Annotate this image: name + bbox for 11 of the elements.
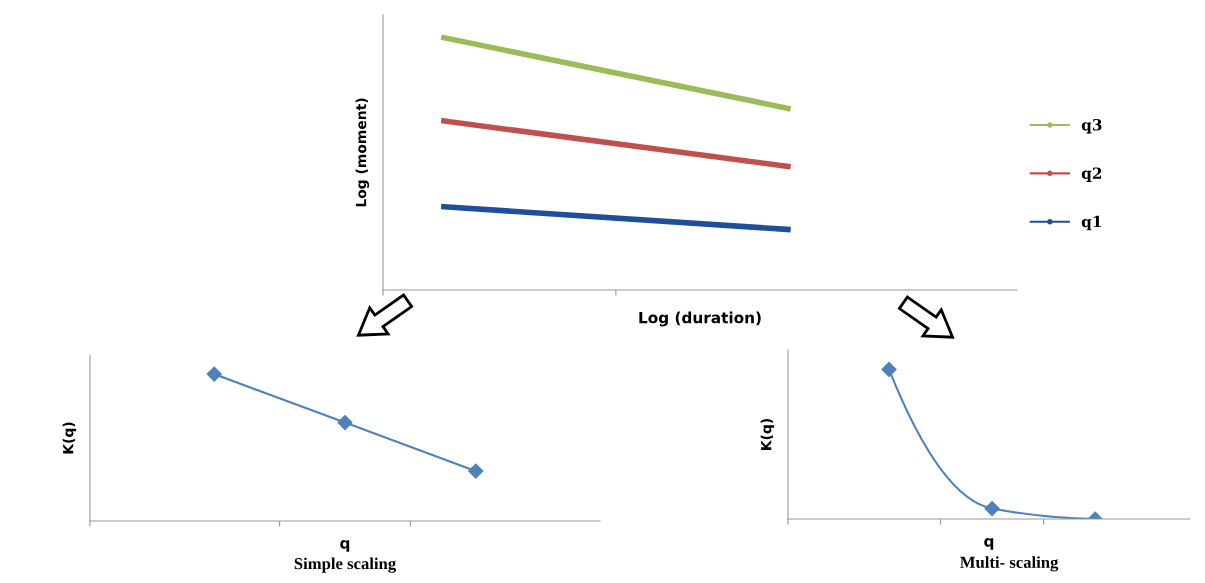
x-axis-title: q xyxy=(340,540,350,552)
y-axis-title: Log (moment) xyxy=(355,98,370,207)
legend-label: q3 xyxy=(1081,118,1102,134)
legend-label: q2 xyxy=(1081,167,1102,182)
text: Simple scaling xyxy=(294,557,396,573)
x-axis-title: Log (duration) xyxy=(639,311,761,327)
x-axis-title: q xyxy=(984,538,994,550)
text: Multi- scaling xyxy=(960,556,1059,572)
y-axis-title: K(q) xyxy=(62,422,77,454)
legend-label: q1 xyxy=(1081,215,1101,231)
y-axis-title: K(q) xyxy=(760,418,775,450)
